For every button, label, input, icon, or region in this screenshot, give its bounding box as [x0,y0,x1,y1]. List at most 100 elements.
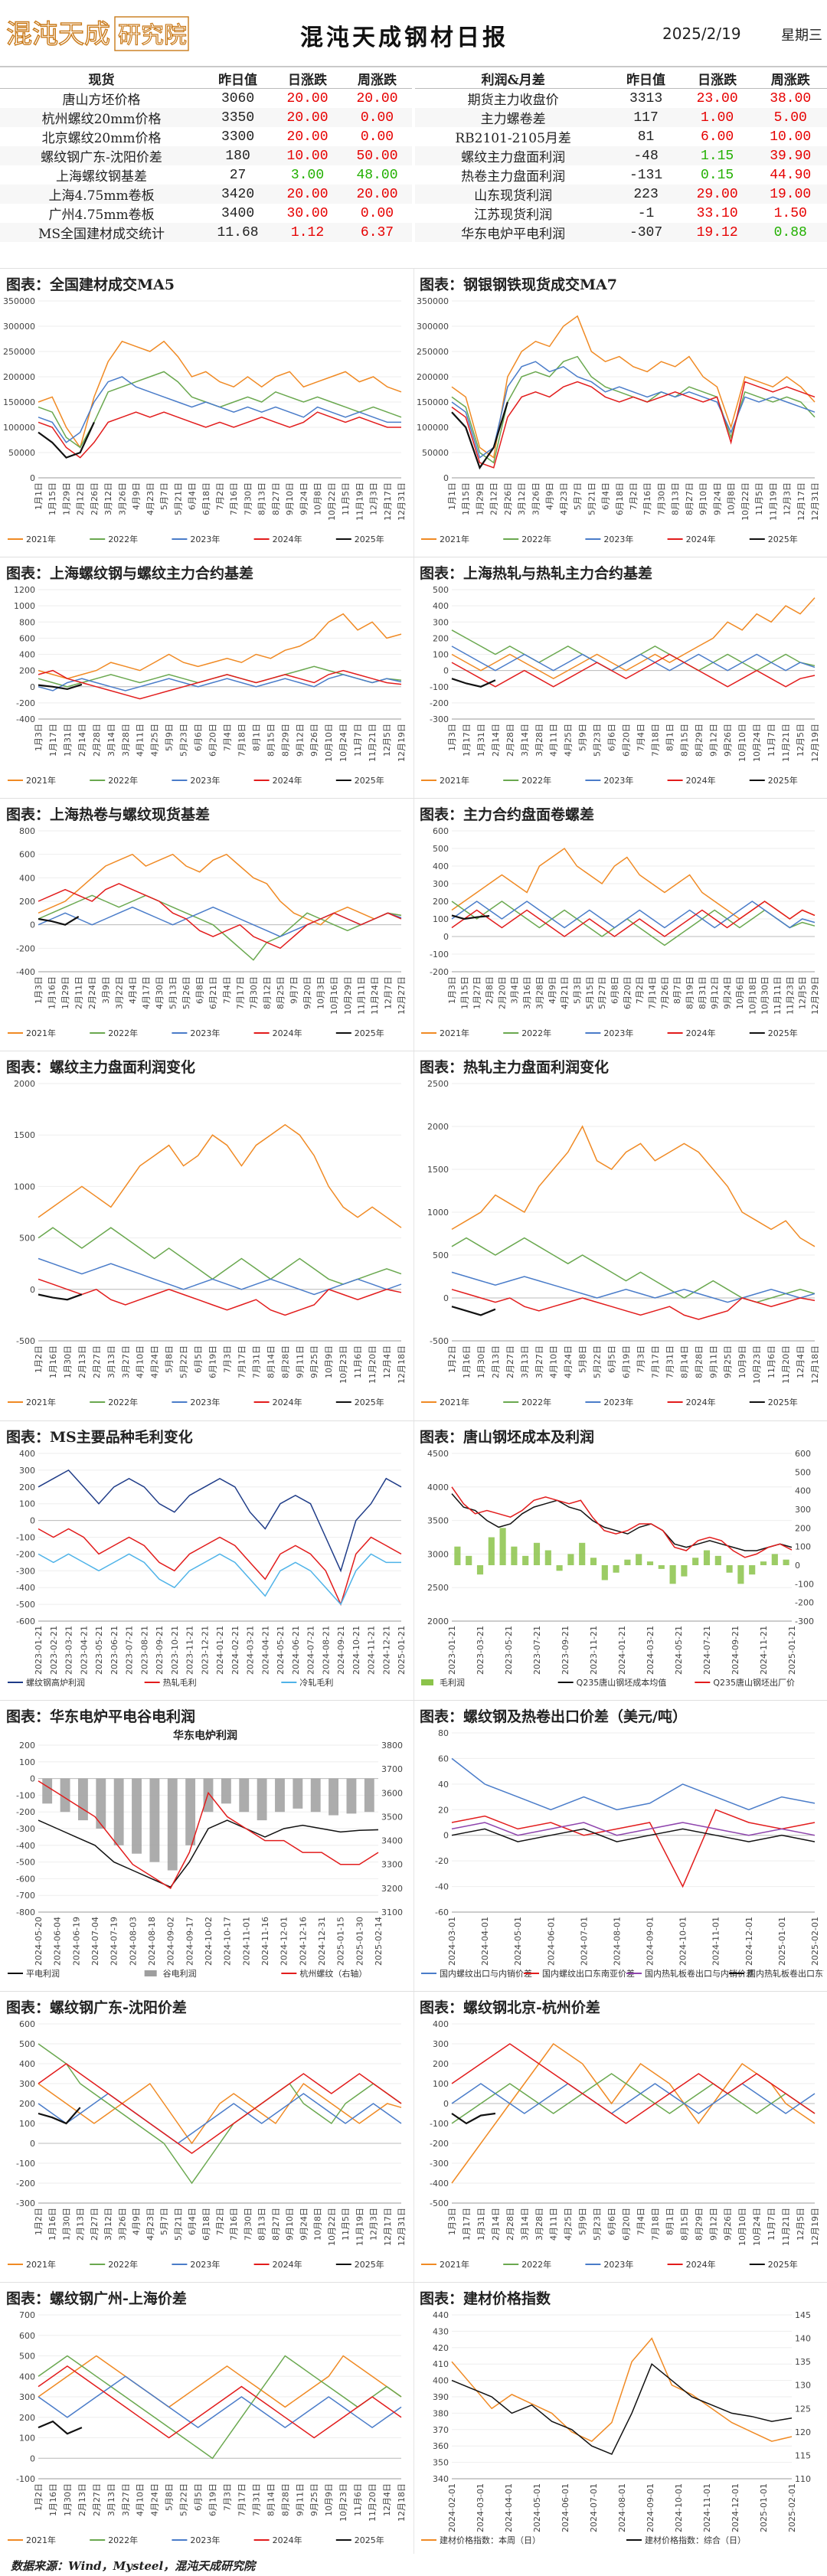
x-tick-label: 2023-02-21 [49,1626,59,1675]
bar-mark [454,1546,461,1565]
series-line [38,915,80,926]
chart-title: 图表：螺纹主力盘面利润变化 [6,1059,196,1076]
series-line [38,2375,402,2429]
row-week-change: 50.00 [342,146,412,165]
y-tick-label: 300 [433,879,449,889]
x-tick-label: 5月23日 [179,724,189,757]
chart-svg: -300 -200 -100 0 100 200 300 400 500 1月3日 1月17日 1月3… [421,585,820,786]
chart-svg: -200 -100 0 100 200 300 400 500 600 1月3日 1月15日 1月27… [421,826,820,1038]
row-value: -1 [637,205,655,221]
x-tick-label: 8月31日 [698,976,708,1009]
legend-label: 2025年 [768,1028,798,1038]
series-line [38,1553,401,1606]
y-tick-label: -100 [16,1790,35,1800]
row-name: 江苏现货利润 [474,208,553,223]
x-tick-label: 4月25日 [564,724,574,757]
y-tick-label: -60 [435,1907,449,1917]
series-line [38,1257,402,1296]
legend-label: 2022年 [108,534,138,544]
bar-mark [646,1561,654,1565]
x-tick-label: 1月30日 [61,2208,71,2241]
y-tick-label: -100 [430,2119,449,2129]
y-tick-label: -200 [430,967,449,977]
row-day-change: 1.00 [680,108,754,127]
x-tick-label: 2025-02-01 [810,1917,820,1966]
chart-svg: 0 50000 100000 150000 200000 250000 300000 3500… [3,296,407,544]
x-tick-label: 2月11日 [74,976,84,1009]
x-tick-label: 1月3日 [447,724,457,751]
x-tick-label: 6月20日 [622,2208,632,2241]
y-tick-label: 0 [443,2099,449,2109]
y-tick-label: 2000 [427,1617,449,1626]
x-tick-label: 4月21日 [560,976,570,1009]
legend-label: 2021年 [440,775,469,786]
series-line [451,2042,816,2184]
x-tick-label: 2024-04-01 [504,2483,514,2532]
row-day-change: 6.00 [701,129,734,145]
y-tick-label: 500 [19,2352,35,2362]
legend-label: Q235唐山钢坯成本均值 [577,1677,667,1688]
y-tick-label: 0 [30,1774,35,1784]
chart-title: 图表：主力合约盘面卷螺差 [420,806,595,823]
x-tick-label: 5月9日 [578,2208,588,2235]
y-tick-label: 360 [433,2441,449,2451]
x-tick-label: 2024-02-01 [447,2483,457,2532]
y-tick-label: 0 [30,920,35,930]
series-line [38,1227,402,1285]
row-value: 3313 [629,90,663,106]
series-line [451,1757,816,1811]
bar-mark [726,1565,733,1573]
y2-tick-label: 115 [795,2450,811,2460]
x-tick-label: 8月15日 [266,724,276,757]
legend-label: 2021年 [26,1397,56,1407]
x-tick-label: 10月9日 [324,1345,334,1378]
x-tick-label: 2月12日 [489,482,499,515]
profit-spread-table: 利润&月差 昨日值 日涨跌 周涨跌 期货主力收盘价 3313 23.00 38.00 主力螺卷… [415,69,827,242]
x-tick-label: 2024-06-01 [561,2483,570,2532]
chart-title: 图表：MS主要品种毛利变化 [6,1429,193,1446]
row-value: 3400 [221,205,255,221]
x-tick-label: 5月21日 [587,482,597,515]
legend-label: 2025年 [768,775,798,786]
x-tick-label: 9月7日 [289,976,299,1004]
x-tick-label: 2024-11-01 [711,1917,721,1966]
x-tick-label: 2024-06-19 [71,1917,81,1966]
series-line [38,613,402,679]
x-tick-label: 2024-11-16 [260,1917,270,1966]
y-tick-label: 200 [433,897,449,907]
x-tick-label: 5月8日 [165,2483,175,2511]
x-tick-label: 2024-09-01 [646,2483,655,2532]
y2-tick-label: 400 [795,1486,811,1496]
x-tick-label: 10月22日 [740,482,750,521]
row-name: 主力螺卷差 [415,108,612,127]
y-tick-label: 440 [433,2310,449,2320]
x-tick-label: 11月6日 [353,2483,363,2516]
x-tick-label: 9月25日 [309,1345,319,1378]
bar-mark [77,1778,88,1821]
series-line [451,1822,816,1836]
y-tick-label: 350000 [417,296,449,306]
series-line [451,653,816,688]
y-tick-label: 370 [433,2425,449,2435]
bar-mark [364,1778,374,1813]
x-tick-label: 5月27日 [597,976,607,1009]
bar-mark [221,1778,231,1804]
x-tick-label: 5月23日 [593,2208,603,2241]
chart-svg: 华东电炉利润 -800 -700 -600 -500 -400 -300 -200 -100 0 1… [8,1729,403,1979]
x-tick-label: 3月13日 [520,1345,530,1378]
series-line [38,853,402,926]
y-tick-label: 50000 [8,448,35,458]
x-tick-label: 7月26日 [660,976,670,1009]
y-tick-label: 200 [19,666,35,676]
series-line [451,381,816,469]
x-tick-label: 3月26日 [117,482,127,515]
x-tick-label: 2024-08-18 [147,1917,157,1966]
chart-svg: -100 0 100 200 300 400 500 600 700 1月2日 1月16日 1月30日… [8,2310,407,2545]
series-line [451,401,508,470]
table-row: 螺纹钢广东-沈阳价差 180 10.00 50.00 [0,146,412,165]
x-tick-label: 2025-01-30 [355,1917,364,1966]
y-tick-label: 100 [19,2119,35,2129]
y-tick-label: 0 [30,2139,35,2149]
bar-mark [737,1565,744,1584]
table-header-cell: 利润&月差 [415,69,612,89]
